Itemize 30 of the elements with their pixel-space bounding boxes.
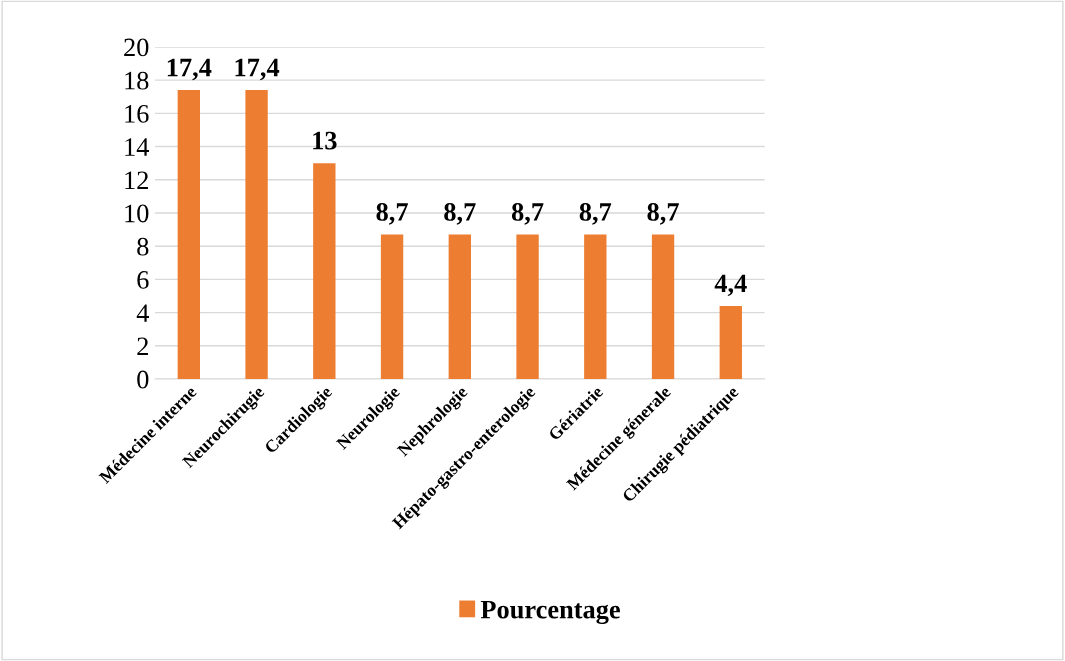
data-label: 17,4: [235, 58, 280, 81]
bar: [380, 234, 404, 380]
data-label: 8,7: [444, 203, 476, 225]
y-tick-label: 4: [136, 304, 149, 322]
y-tick-label: 8: [137, 237, 149, 256]
bar: [448, 234, 471, 380]
y-tick-label: 6: [137, 271, 149, 289]
data-label: 8,7: [511, 203, 544, 225]
data-label: 17,4: [167, 58, 212, 81]
legend-label: Pourcentage: [480, 600, 620, 625]
data-label: 8,7: [647, 203, 679, 225]
y-tick-label: 2: [137, 337, 148, 355]
y-tick-label: 18: [125, 71, 149, 90]
y-tick-label: 16: [125, 105, 149, 123]
data-label: 8,7: [579, 203, 612, 225]
bar: [719, 305, 742, 380]
bar: [313, 163, 336, 380]
y-tick-label: 12: [125, 171, 148, 189]
bar: [584, 234, 607, 380]
y-tick-label: 10: [125, 204, 149, 223]
y-tick-label: 14: [125, 138, 149, 156]
data-label: 13: [313, 131, 337, 150]
bar: [245, 90, 268, 380]
bar: [651, 234, 675, 380]
y-tick-label: 20: [124, 38, 149, 57]
y-tick-label: 0: [137, 370, 149, 389]
bar: [516, 234, 539, 380]
data-label: 8,7: [376, 203, 408, 225]
data-label: 4,4: [714, 274, 747, 297]
bar: [177, 90, 201, 380]
